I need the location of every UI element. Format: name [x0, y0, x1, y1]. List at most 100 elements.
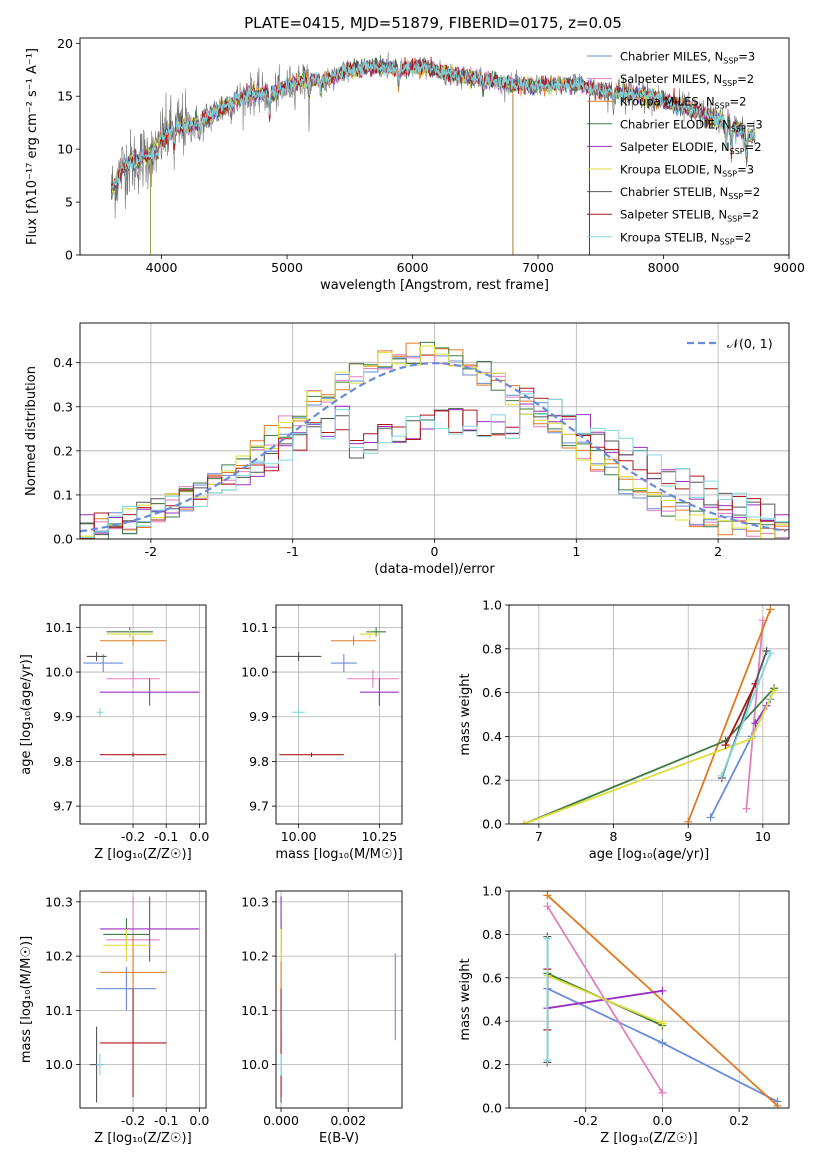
legend-label: Salpeter MILES, NSSP=2: [620, 72, 754, 88]
x-tick-label: 5000: [271, 260, 303, 275]
histogram-line: [80, 345, 789, 539]
x-axis-label: E(B-V): [319, 1131, 359, 1146]
histogram-line: [80, 387, 789, 539]
series-marker: [717, 771, 726, 780]
y-tick-label: 0.2: [53, 443, 73, 458]
series-marker: [770, 686, 779, 695]
figure-title: PLATE=0415, MJD=51879, FIBERID=0175, z=0…: [244, 14, 622, 32]
y-tick-label: 0: [65, 248, 73, 263]
series-line: [523, 690, 775, 824]
series-line: [720, 652, 772, 777]
x-axis-label: mass [log₁₀(M/M☉)]: [275, 847, 402, 862]
series-line: [546, 894, 779, 1107]
y-tick-label: 9.7: [249, 799, 269, 814]
y-tick-label: 0.8: [482, 641, 502, 656]
y-tick-label: 1.0: [482, 598, 502, 613]
y-tick-label: 10.1: [45, 1003, 73, 1018]
x-tick-label: 9: [684, 829, 692, 844]
series-marker: [543, 934, 552, 943]
mass-vs-Z-panel: -0.2 -0.1 0.0 10.0 10.1 10.2 10.3 Z [log₁₀(Z/Z☉…: [19, 890, 209, 1146]
age-vs-mass-marks: [276, 627, 399, 757]
y-axis-label: Normed distribution: [24, 366, 39, 496]
legend-label: Salpeter ELODIE, NSSP=2: [620, 140, 762, 156]
age-vs-Z-marks: [83, 627, 200, 757]
x-tick-label: 4000: [146, 260, 178, 275]
series-marker: [658, 1019, 667, 1028]
spectrum-marks: [110, 52, 756, 255]
legend-label: Kroupa STELIB, NSSP=2: [620, 230, 751, 246]
y-tick-label: 15: [57, 89, 73, 104]
y-tick-label: 20: [57, 36, 73, 51]
series-line: [724, 683, 757, 746]
residuals-marks: [80, 341, 789, 539]
x-tick-label: -0.2: [121, 1113, 145, 1128]
y-tick-label: 5: [65, 195, 73, 210]
mass-weight-vs-Z-marks: [543, 891, 782, 1108]
legend-label: Chabrier MILES, NSSP=3: [620, 50, 755, 66]
legend-label: Chabrier ELODIE, NSSP=3: [620, 117, 763, 133]
series-marker: [658, 986, 667, 995]
residuals-panel: -2 -1 0 1 2 0.0 0.1 0.2 0.3 0.4 (data-model)/error…: [24, 322, 790, 577]
y-tick-label: 10.0: [241, 665, 269, 680]
series-marker: [658, 1038, 667, 1047]
legend-label: Kroupa ELODIE, NSSP=3: [620, 163, 754, 179]
x-tick-label: 10.25: [361, 829, 397, 844]
y-tick-label: 0.4: [482, 1014, 502, 1029]
series-line: [523, 687, 775, 824]
x-tick-label: -0.2: [121, 829, 145, 844]
y-tick-label: 10.1: [241, 620, 269, 635]
y-tick-label: 0.3: [53, 399, 73, 414]
y-tick-label: 10.3: [45, 894, 73, 909]
y-axis-label: age [log₁₀(age/yr)]: [19, 654, 34, 775]
legend-label: Chabrier STELIB, NSSP=2: [620, 185, 760, 201]
series-marker: [684, 817, 693, 824]
y-tick-label: 9.8: [53, 754, 73, 769]
series-marker: [519, 820, 528, 824]
x-tick-label: 7: [535, 829, 543, 844]
y-tick-label: 1.0: [482, 884, 502, 899]
y-tick-label: 0.0: [53, 532, 73, 547]
x-tick-label: 9000: [773, 260, 805, 275]
y-tick-label: 10.2: [45, 949, 73, 964]
age-vs-mass-panel: 10.00 10.25 9.7 9.8 9.9 10.0 10.1 mass [log₁₀(M…: [241, 604, 403, 862]
y-tick-label: 9.9: [53, 709, 73, 724]
x-tick-label: 0.000: [263, 1113, 299, 1128]
series-marker: [706, 813, 715, 822]
y-axis-label: mass [log₁₀(M/M☉)]: [19, 936, 34, 1063]
x-axis-label: wavelength [Angstrom, rest frame]: [320, 278, 549, 293]
x-tick-label: 1: [572, 544, 580, 559]
mass-weight-vs-Z-panel: -0.2 0.0 0.2 0.0 0.2 0.4 0.6 0.8 1.0 Z [log₁₀(Z/Z…: [458, 884, 790, 1146]
y-axis-label: Flux [fλ10⁻¹⁷ erg cm⁻² s⁻¹ A⁻¹]: [25, 48, 40, 245]
axes-frame: [79, 37, 790, 256]
y-tick-label: 10.0: [45, 665, 73, 680]
x-tick-label: 0.002: [330, 1113, 366, 1128]
model-line: [110, 59, 756, 190]
series-marker: [721, 741, 730, 750]
x-tick-label: 0.0: [652, 1113, 672, 1128]
y-tick-label: 10.2: [241, 949, 269, 964]
series-marker: [773, 1101, 782, 1108]
x-axis-label: Z [log₁₀(Z/Z☉)]: [600, 1131, 697, 1146]
legend: Chabrier MILES, NSSP=3 Salpeter MILES, NS…: [587, 50, 763, 246]
y-tick-label: 9.8: [249, 754, 269, 769]
x-tick-label: -2: [145, 544, 157, 559]
y-tick-label: 0.4: [482, 729, 502, 744]
mass-vs-Z-marks: [89, 896, 200, 1103]
series-marker: [543, 891, 552, 900]
x-tick-label: 0: [431, 544, 439, 559]
y-tick-label: 0.0: [482, 1101, 502, 1116]
series-marker: [766, 605, 775, 614]
series-marker: [543, 1056, 552, 1065]
legend: 𝒩(0, 1): [687, 336, 773, 351]
series-marker: [747, 734, 756, 743]
x-tick-label: 8000: [648, 260, 680, 275]
axes-frame: [275, 604, 403, 825]
x-tick-label: 10: [755, 829, 771, 844]
axes-frame: [79, 890, 207, 1109]
x-axis-label: Z [log₁₀(Z/Z☉)]: [94, 847, 191, 862]
x-tick-label: 10.00: [281, 829, 317, 844]
y-tick-label: 9.7: [53, 799, 73, 814]
y-tick-label: 10.1: [45, 620, 73, 635]
axes-frame: [275, 890, 403, 1109]
